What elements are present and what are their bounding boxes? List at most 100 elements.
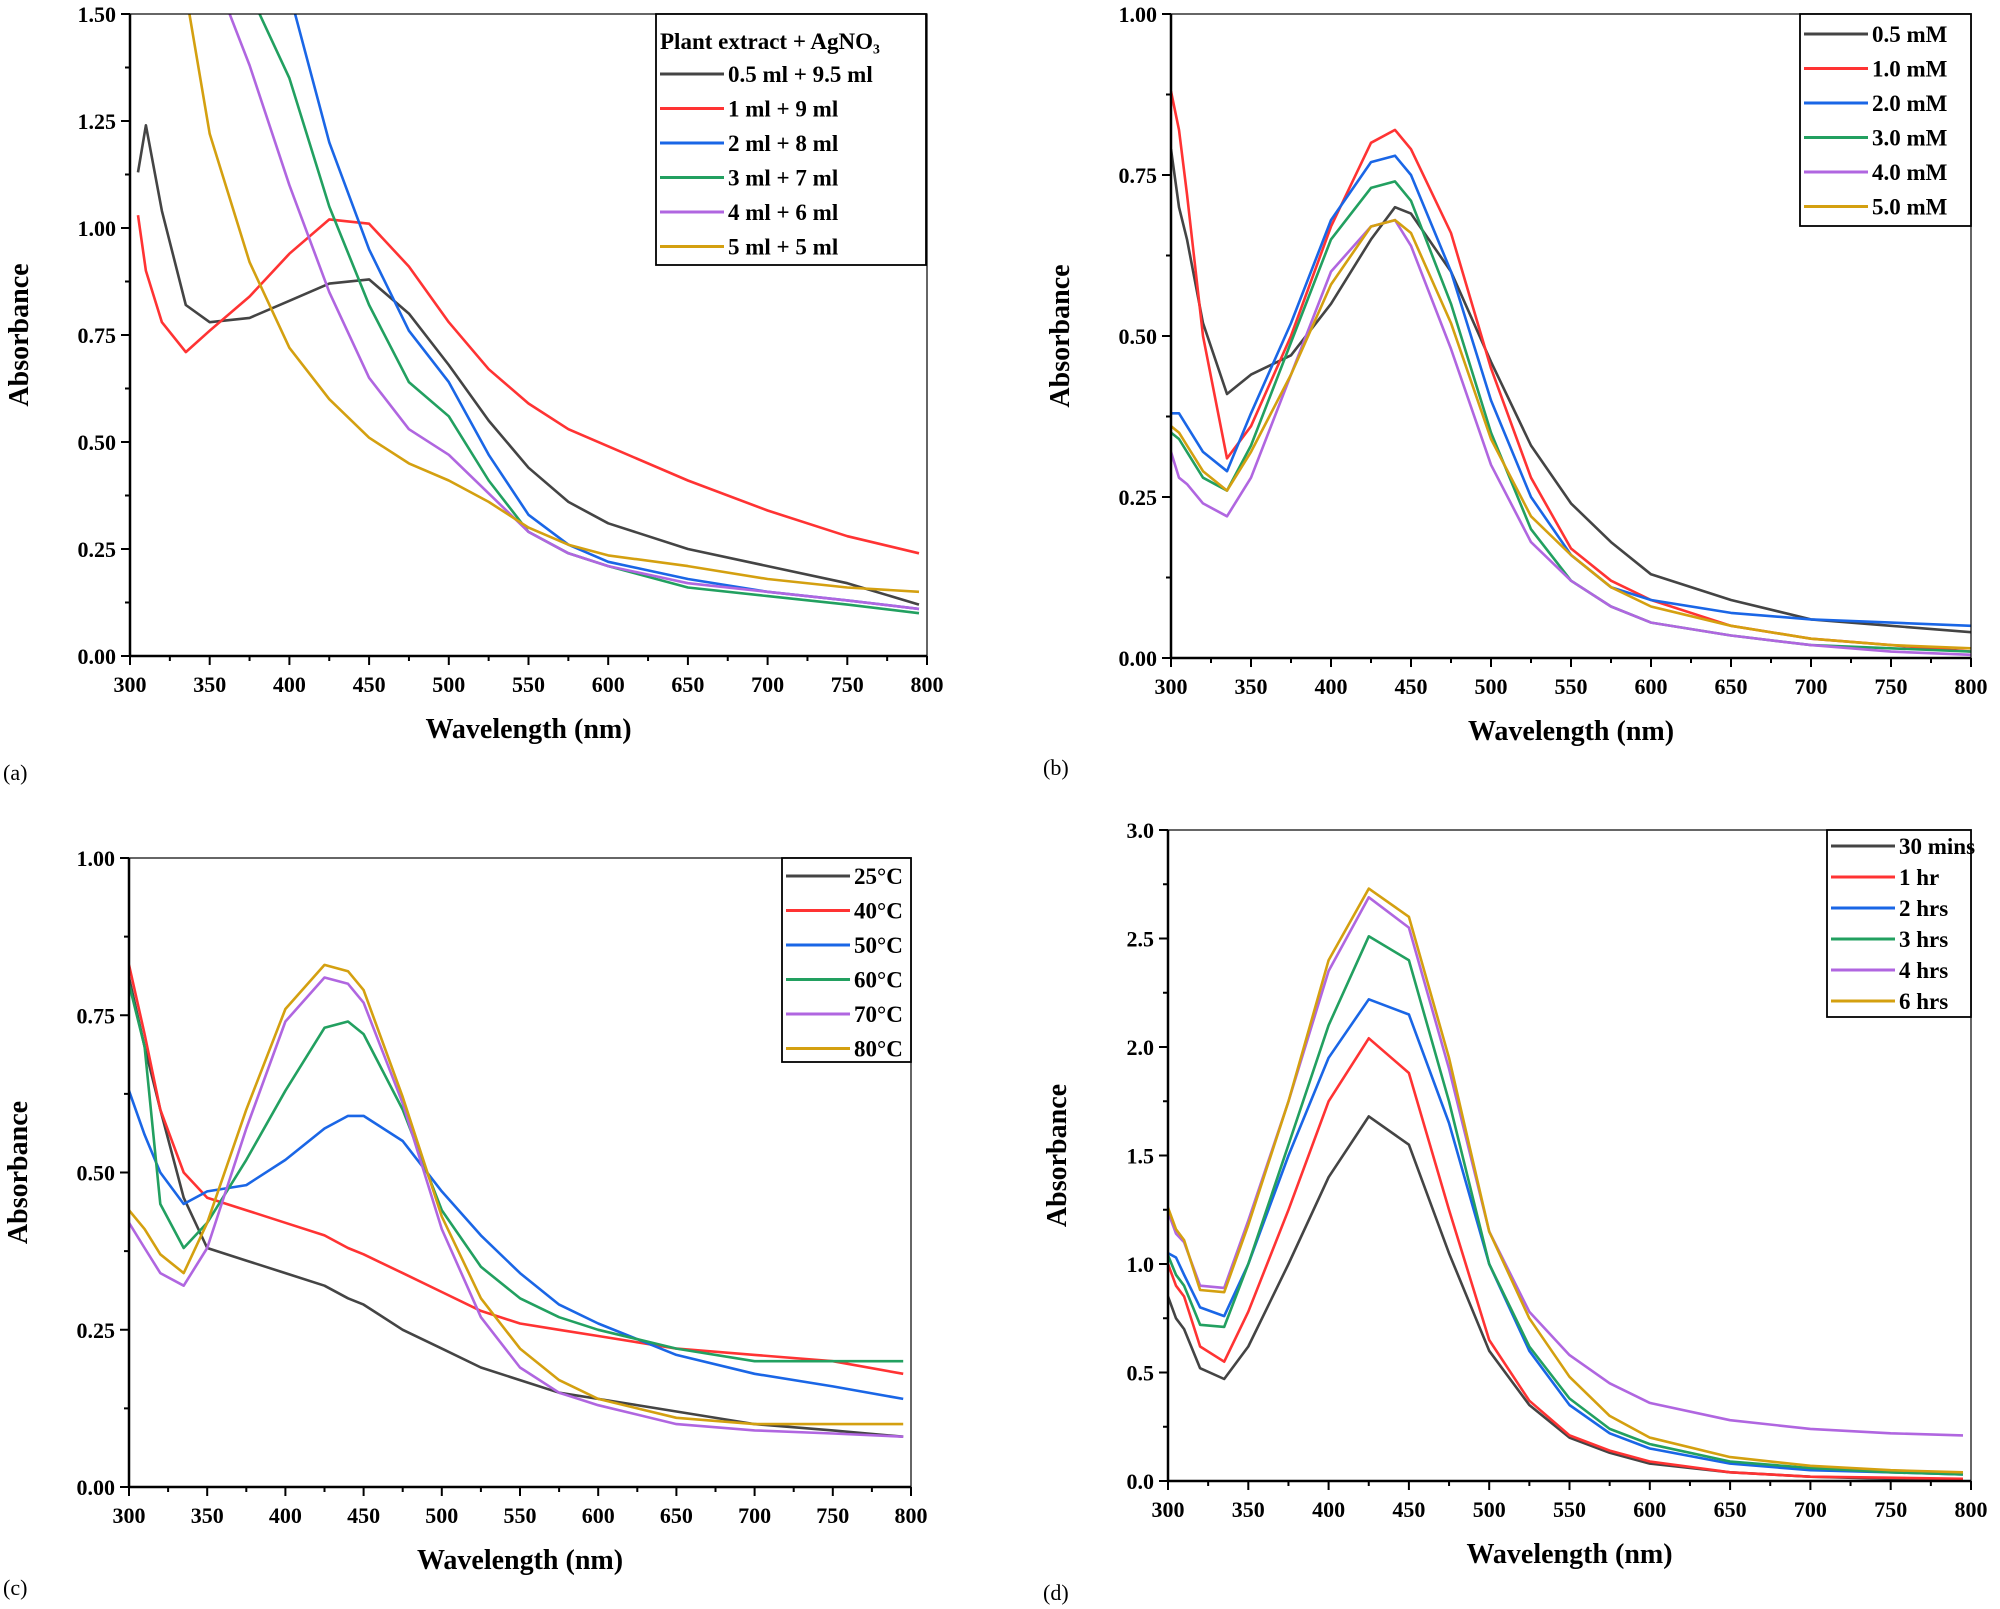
x-tick-label: 450 — [347, 1503, 380, 1528]
legend-box — [655, 13, 927, 266]
y-tick-label: 1.25 — [78, 109, 117, 134]
series-line-4 — [228, 14, 920, 611]
y-tick-label: 1.00 — [77, 846, 116, 871]
x-tick-label: 750 — [1874, 1497, 1907, 1522]
legend-entry: 40°C — [854, 899, 903, 924]
series-line-2 — [293, 14, 920, 611]
legend-entry: 3 ml + 7 ml — [728, 166, 838, 191]
x-tick-label: 500 — [425, 1503, 458, 1528]
legend-entry: 6 hrs — [1899, 989, 1948, 1014]
x-tick-label: 350 — [1232, 1497, 1265, 1522]
x-tick-label: 750 — [831, 672, 864, 697]
series-line-0 — [136, 124, 920, 606]
x-tick-label: 750 — [816, 1503, 849, 1528]
series-line-3 — [129, 983, 904, 1363]
legend-entry: 2 ml + 8 ml — [728, 131, 838, 156]
x-tick-label: 550 — [1555, 674, 1588, 699]
y-tick-label: 0.25 — [1119, 485, 1158, 510]
legend: 0.5 mM 1.0 mM 2.0 mM 3.0 mM 4.0 mM 5.0 mM — [1799, 13, 1972, 227]
series-line-0 — [1168, 1115, 1963, 1481]
series-line-5 — [1171, 218, 1971, 650]
series-line-5 — [1168, 887, 1964, 1474]
y-tick-label: 2.5 — [1127, 927, 1155, 952]
x-tick-label: 600 — [1635, 674, 1668, 699]
series-line-0 — [1171, 149, 1971, 634]
chart-panel-1: 300 350 400 450 500 550 600 650 700 750 800 0.00 0.2… — [1043, 2, 1988, 780]
legend-box — [1799, 13, 1972, 227]
series-line-1 — [1168, 1037, 1964, 1481]
legend-entry: 1 hr — [1899, 865, 1939, 890]
legend-entry: 60°C — [854, 968, 903, 993]
legend-entry: 0.5 mM — [1872, 22, 1948, 47]
series-line-3 — [258, 14, 920, 615]
y-tick-label: 0.50 — [78, 430, 117, 455]
series-line-5 — [129, 963, 904, 1426]
x-tick-label: 500 — [1473, 1497, 1506, 1522]
x-tick-label: 350 — [191, 1503, 224, 1528]
legend: Plant extract + AgNO₃ 0.5 ml + 9.5 ml 1 ml… — [655, 13, 927, 266]
series-line-2 — [1171, 154, 1971, 628]
x-tick-label: 400 — [1315, 674, 1348, 699]
series-line-2 — [1168, 997, 1964, 1476]
x-tick-label: 800 — [895, 1503, 928, 1528]
x-tick-label: 700 — [1794, 1497, 1827, 1522]
x-tick-label: 400 — [1312, 1497, 1345, 1522]
x-tick-label: 450 — [1395, 674, 1428, 699]
y-tick-label: 2.0 — [1127, 1035, 1155, 1060]
x-tick-label: 450 — [1392, 1497, 1425, 1522]
x-tick-label: 800 — [1955, 1497, 1988, 1522]
y-tick-label: 0.5 — [1127, 1361, 1155, 1386]
x-axis-title: Wavelength (nm) — [1468, 716, 1674, 747]
chart-panel-0: 300 350 400 450 500 550 600 650 700 750 800 0.00 0.2… — [3, 2, 944, 785]
legend-box — [781, 857, 912, 1063]
x-axis-title: Wavelength (nm) — [417, 1545, 623, 1576]
series-line-4 — [1171, 218, 1971, 657]
legend-entry: 3 hrs — [1899, 927, 1948, 952]
x-tick-label: 750 — [1875, 674, 1908, 699]
y-tick-label: 3.0 — [1127, 818, 1155, 843]
x-tick-label: 350 — [1235, 674, 1268, 699]
x-tick-label: 400 — [269, 1503, 302, 1528]
x-tick-label: 300 — [113, 1503, 146, 1528]
x-tick-label: 500 — [1475, 674, 1508, 699]
x-tick-label: 600 — [592, 672, 625, 697]
x-tick-label: 550 — [504, 1503, 537, 1528]
legend-entry: 0.5 ml + 9.5 ml — [728, 62, 873, 87]
y-tick-label: 0.0 — [1127, 1469, 1155, 1494]
x-tick-label: 400 — [273, 672, 306, 697]
legend-title: Plant extract + AgNO₃ — [660, 29, 880, 54]
y-tick-label: 1.5 — [1127, 1144, 1155, 1169]
legend: 30 mins 1 hr 2 hrs 3 hrs 4 hrs 6 hrs — [1826, 829, 1975, 1018]
panel-label: (b) — [1043, 755, 1069, 780]
chart-panel-3: 300 350 400 450 500 550 600 650 700 750 800 0.0 0.5 1… — [1042, 818, 1988, 1605]
y-tick-label: 0.75 — [1119, 163, 1158, 188]
x-tick-label: 600 — [582, 1503, 615, 1528]
legend-entry: 30 mins — [1899, 834, 1975, 859]
series-line-1 — [1171, 91, 1971, 653]
x-tick-label: 700 — [751, 672, 784, 697]
y-tick-label: 0.75 — [77, 1003, 116, 1028]
legend-entry: 5 ml + 5 ml — [728, 235, 838, 260]
y-tick-label: 1.50 — [78, 2, 117, 27]
legend-entry: 80°C — [854, 1037, 903, 1062]
x-tick-label: 600 — [1633, 1497, 1666, 1522]
series-line-3 — [1168, 934, 1964, 1476]
legend-entry: 70°C — [854, 1002, 903, 1027]
legend-entry: 2 hrs — [1899, 896, 1948, 921]
y-tick-label: 0.50 — [1119, 324, 1158, 349]
y-axis-title: Absorbance — [3, 1101, 34, 1244]
x-tick-label: 800 — [911, 672, 944, 697]
series-line-2 — [129, 1090, 904, 1401]
series-line-4 — [129, 976, 904, 1438]
y-axis-title: Absorbance — [1042, 1084, 1073, 1227]
x-tick-label: 650 — [1714, 1497, 1747, 1522]
y-axis-title: Absorbance — [4, 263, 35, 406]
x-tick-label: 300 — [1155, 674, 1188, 699]
legend-entry: 25°C — [854, 864, 903, 889]
panel-label: (d) — [1043, 1580, 1069, 1605]
x-tick-label: 650 — [1715, 674, 1748, 699]
x-tick-label: 300 — [114, 672, 147, 697]
y-tick-label: 1.00 — [1119, 2, 1158, 27]
x-tick-label: 300 — [1152, 1497, 1185, 1522]
y-tick-label: 0.00 — [77, 1475, 116, 1500]
